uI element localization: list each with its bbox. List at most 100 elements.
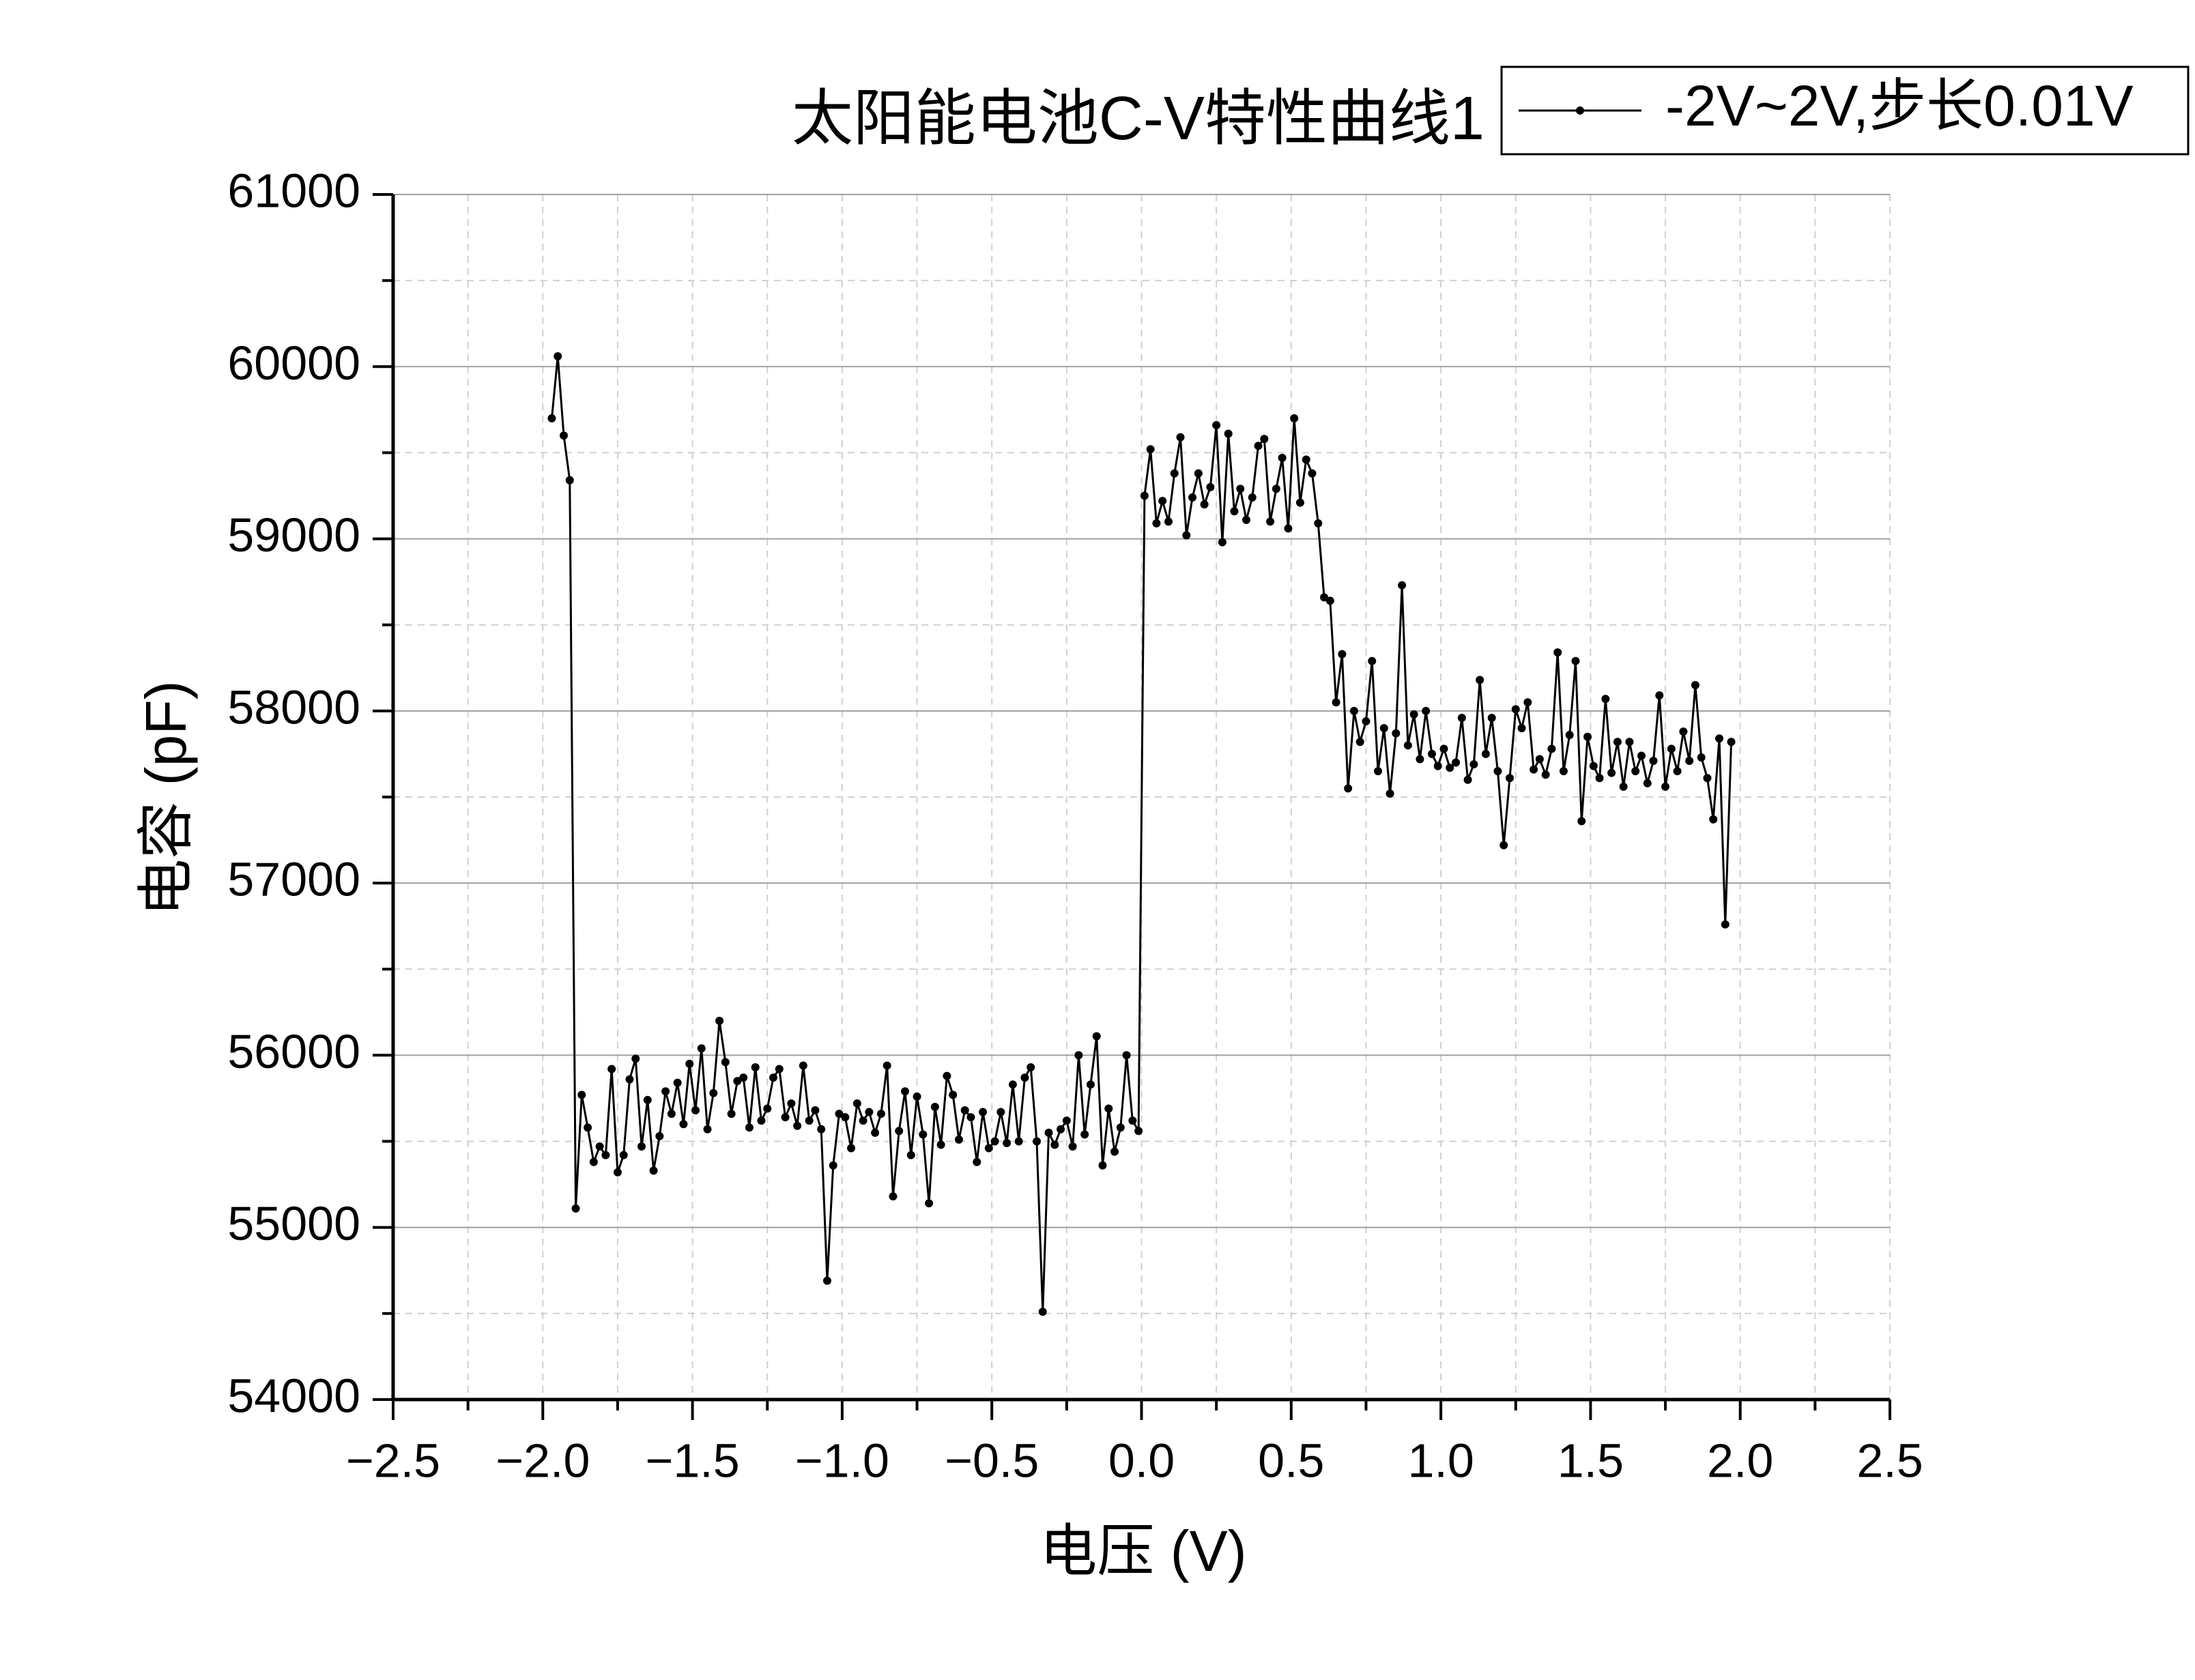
data-point — [1469, 760, 1478, 769]
data-point — [1098, 1161, 1107, 1170]
x-tick-label: −0.5 — [945, 1434, 1039, 1487]
data-point — [1224, 429, 1233, 438]
legend: -2V~2V,步长0.01V — [1500, 66, 2190, 156]
data-point — [1553, 648, 1562, 657]
data-point — [1691, 681, 1699, 690]
data-point — [1721, 920, 1730, 929]
data-point — [589, 1157, 598, 1166]
data-point — [643, 1096, 652, 1105]
chart-title: 太阳能电池C-V特性曲线1 — [792, 85, 1484, 153]
data-point — [1164, 517, 1173, 526]
data-point — [1320, 593, 1329, 602]
data-point — [822, 1276, 831, 1285]
data-point — [996, 1107, 1005, 1116]
data-point — [577, 1090, 586, 1099]
data-point — [1314, 519, 1323, 527]
data-point — [1338, 650, 1347, 658]
x-tick-label: −1.0 — [795, 1434, 889, 1487]
data-point — [1625, 738, 1634, 747]
data-point — [1505, 774, 1514, 783]
data-point — [973, 1157, 981, 1166]
data-point — [751, 1063, 760, 1072]
data-point — [673, 1078, 682, 1087]
data-point — [943, 1071, 951, 1080]
data-point — [1517, 724, 1526, 733]
data-point — [1386, 789, 1394, 798]
data-point — [1134, 1127, 1143, 1135]
data-point — [1284, 524, 1293, 533]
data-point — [990, 1137, 999, 1146]
data-point — [883, 1061, 891, 1070]
data-point — [1427, 749, 1436, 758]
data-point — [811, 1106, 820, 1115]
data-point — [1595, 774, 1604, 783]
data-point — [1530, 765, 1538, 774]
data-point — [949, 1090, 958, 1099]
y-tick-label: 54000 — [227, 1369, 360, 1422]
data-point — [1116, 1123, 1125, 1132]
data-point — [775, 1065, 784, 1073]
data-point — [1715, 734, 1723, 743]
data-point — [691, 1106, 700, 1115]
data-point — [1200, 500, 1209, 509]
data-point — [625, 1075, 634, 1084]
data-point — [679, 1120, 688, 1129]
data-point — [1463, 775, 1472, 784]
data-point — [966, 1113, 975, 1122]
data-point — [1248, 493, 1257, 502]
x-tick-label: −2.5 — [346, 1434, 440, 1487]
data-point — [584, 1123, 592, 1132]
x-tick-label: 2.5 — [1856, 1434, 1923, 1487]
data-point — [1206, 482, 1215, 491]
data-point — [1607, 768, 1616, 777]
data-point — [1457, 713, 1466, 722]
data-point — [817, 1125, 826, 1133]
data-point — [1643, 779, 1652, 787]
data-point — [1697, 753, 1706, 762]
data-point — [919, 1130, 928, 1139]
data-point — [1433, 762, 1442, 770]
data-point — [1398, 581, 1407, 590]
data-point — [1601, 695, 1610, 704]
data-point — [1086, 1080, 1095, 1089]
data-point — [571, 1204, 580, 1213]
data-point — [1092, 1032, 1101, 1041]
data-point — [829, 1161, 837, 1170]
x-tick-label: 1.0 — [1407, 1434, 1474, 1487]
data-point — [1685, 757, 1694, 766]
data-point — [769, 1073, 778, 1082]
data-point — [1583, 732, 1592, 741]
data-point — [1565, 731, 1574, 740]
data-point — [841, 1113, 850, 1122]
data-point — [984, 1144, 993, 1153]
data-point — [649, 1166, 658, 1175]
data-point — [1230, 507, 1239, 516]
data-point — [1373, 767, 1382, 776]
data-point — [595, 1142, 604, 1151]
data-point — [1500, 841, 1508, 850]
data-point — [1236, 484, 1245, 493]
data-point — [1355, 738, 1364, 747]
data-point — [1709, 815, 1718, 824]
data-point — [1368, 656, 1377, 665]
x-tick-label: −1.5 — [645, 1434, 739, 1487]
data-point — [1003, 1139, 1012, 1148]
x-tick-label: −2.0 — [496, 1434, 590, 1487]
data-point — [1511, 705, 1520, 714]
data-point — [1332, 698, 1340, 707]
data-point — [1613, 738, 1622, 747]
data-point — [1379, 724, 1388, 733]
data-point — [685, 1060, 694, 1069]
data-point — [895, 1127, 904, 1135]
data-point — [554, 352, 562, 361]
data-point — [1452, 758, 1461, 767]
data-point — [667, 1110, 676, 1118]
data-point — [1014, 1137, 1023, 1146]
data-point — [1110, 1147, 1119, 1156]
x-axis-label: 电压 (V) — [1039, 1519, 1246, 1583]
data-point — [1188, 493, 1197, 502]
data-point — [1020, 1073, 1029, 1082]
data-point — [865, 1107, 874, 1116]
data-point — [1476, 676, 1484, 684]
data-point — [1212, 421, 1221, 430]
